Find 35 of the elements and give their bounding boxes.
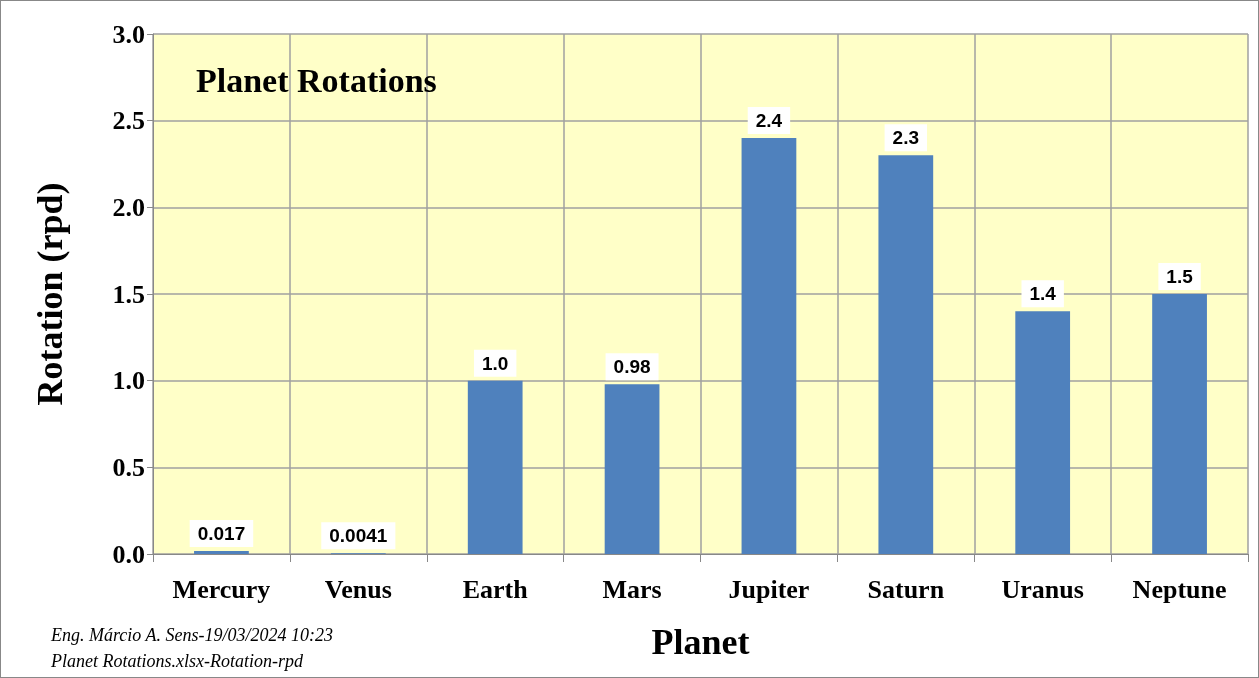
y-tick-label: 0.0 [112,539,145,569]
y-tick-label: 2.5 [112,106,145,136]
data-label: 1.0 [481,352,509,374]
data-label: 0.017 [197,523,246,545]
x-tick-label: Mercury [172,574,271,604]
x-tick-label: Jupiter [728,574,810,604]
bar [604,384,660,554]
y-tick-label: 1.0 [112,366,145,396]
y-axis-title: Rotation (rpd) [30,182,70,406]
data-label: 1.4 [1029,283,1057,305]
x-tick-label: Venus [324,574,392,604]
x-tick-label: Saturn [867,574,945,604]
y-tick-label: 2.0 [112,192,145,222]
bar [1015,311,1071,554]
x-tick-label: Uranus [1001,574,1084,604]
data-label: 2.3 [892,127,920,149]
text: Planet Rotations.xlsx-Rotation-rpd [50,651,304,671]
y-tick-label: 1.5 [112,279,145,309]
bar [467,380,523,554]
bar [878,155,934,554]
data-label: 2.4 [755,110,783,131]
x-tick-label: Neptune [1132,574,1227,604]
text: Eng. Márcio A. Sens-19/03/2024 10:23 [50,625,333,645]
x-tick-label: Mars [602,574,662,604]
x-axis-title: Planet [651,622,750,662]
bar [194,551,249,554]
y-tick-label: 3.0 [112,19,145,49]
bar [741,138,797,554]
text: Planet Rotations [196,61,437,99]
data-label: 0.0041 [329,525,388,547]
x-tick-label: Earth [462,574,529,604]
data-label: 0.98 [613,356,651,378]
y-tick-label: 0.5 [112,452,145,482]
bar [1152,294,1207,554]
data-label: 1.5 [1166,266,1194,287]
